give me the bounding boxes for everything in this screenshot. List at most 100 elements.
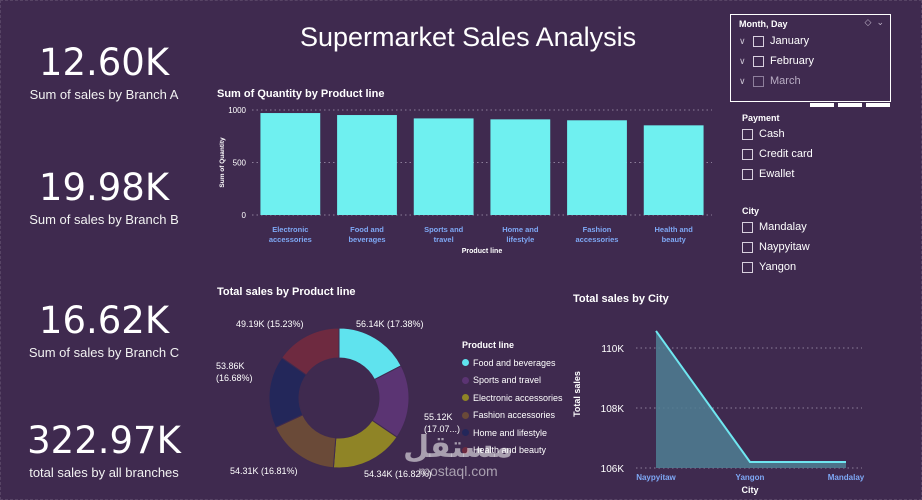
slicer-header: Month, Day: [739, 19, 788, 29]
checkbox[interactable]: [742, 128, 753, 140]
kpi-card-branch-a[interactable]: 12.60K Sum of sales by Branch A: [14, 41, 194, 103]
bar-3: [413, 118, 474, 215]
checkbox[interactable]: [753, 55, 764, 67]
legend-item-fashion-accessories[interactable]: Fashion accessories: [462, 407, 563, 425]
scroll-tab[interactable]: [810, 103, 834, 107]
legend-dot: [462, 411, 469, 419]
city-option-mandalay[interactable]: Mandalay: [742, 221, 807, 233]
option-label: Cash: [759, 128, 785, 140]
x-tick-label: beverages: [348, 235, 385, 244]
data-label: (17.07...): [424, 424, 460, 434]
kpi-value: 19.98K: [38, 166, 170, 209]
x-axis-label: City: [741, 485, 758, 495]
x-tick-label: Electronic: [272, 225, 308, 234]
option-label: Credit card: [759, 148, 813, 160]
legend-item-health-and-beauty[interactable]: Health and beauty: [462, 442, 563, 460]
kpi-card-branch-b[interactable]: 19.98K Sum of sales by Branch B: [14, 166, 194, 228]
y-tick-label: 106K: [601, 464, 625, 475]
chevron-down-icon[interactable]: ∨: [739, 55, 746, 66]
data-label: (16.68%): [216, 373, 253, 383]
bar-1: [260, 113, 321, 215]
legend-item-home-and-lifestyle[interactable]: Home and lifestyle: [462, 424, 563, 442]
kpi-value: 12.60K: [38, 41, 170, 84]
slicer-item-february[interactable]: ∨ February: [739, 55, 814, 67]
legend-item-food-and-beverages[interactable]: Food and beverages: [462, 354, 563, 372]
month-day-slicer[interactable]: Month, Day ◇ ⌄ ∨ January ∨ February ∨ Ma…: [730, 14, 891, 102]
x-tick-label: Health and: [654, 225, 693, 234]
payment-option-credit-card[interactable]: Credit card: [742, 148, 813, 160]
kpi-label: Sum of sales by Branch B: [29, 212, 179, 227]
kpi-value: 322.97K: [27, 419, 181, 462]
option-label: Naypyitaw: [759, 241, 810, 253]
x-tick-label: accessories: [269, 235, 312, 244]
kpi-card-branch-c[interactable]: 16.62K Sum of sales by Branch C: [14, 299, 194, 361]
y-axis-label: Total sales: [572, 371, 582, 417]
chevron-down-icon[interactable]: ⌄: [876, 17, 884, 27]
checkbox[interactable]: [753, 75, 764, 87]
checkbox[interactable]: [742, 168, 753, 180]
area-line: [655, 330, 847, 464]
city-option-yangon[interactable]: Yangon: [742, 261, 796, 273]
kpi-value: 16.62K: [38, 299, 170, 342]
slicer-item-january[interactable]: ∨ January: [739, 35, 809, 47]
y-tick-label: 0: [242, 211, 247, 220]
data-label: 54.34K (16.82%): [364, 469, 432, 479]
data-label: 53.86K: [216, 361, 245, 371]
y-tick-label: 1000: [228, 106, 246, 115]
legend-label: Electronic accessories: [473, 392, 563, 403]
legend-title: Product line: [462, 340, 515, 350]
slicer-item-label: February: [770, 55, 815, 67]
chevron-down-icon[interactable]: ∨: [739, 75, 746, 86]
kpi-label: total sales by all branches: [29, 465, 179, 480]
donut-legend: Product line Food and beverages Sports a…: [462, 340, 563, 459]
legend-label: Fashion accessories: [473, 410, 556, 421]
legend-dot: [462, 429, 469, 437]
legend-label: Food and beverages: [473, 357, 556, 368]
city-slicer-title: City: [742, 206, 760, 216]
y-tick-label: 500: [233, 159, 247, 168]
checkbox[interactable]: [742, 261, 753, 273]
x-axis-label: Product line: [462, 248, 503, 255]
legend-dot: [462, 446, 469, 454]
slicer-item-march[interactable]: ∨ March: [739, 75, 801, 87]
x-tick-label: accessories: [576, 235, 619, 244]
option-label: Yangon: [759, 261, 797, 273]
kpi-card-total[interactable]: 322.97K total sales by all branches: [14, 419, 194, 481]
bar-2: [337, 115, 397, 215]
eraser-icon[interactable]: ◇: [864, 17, 872, 27]
checkbox[interactable]: [742, 221, 753, 233]
legend-label: Home and lifestyle: [473, 427, 548, 438]
y-axis-label: Sum of Quantity: [219, 137, 226, 188]
checkbox[interactable]: [753, 35, 764, 47]
data-label: 54.31K (16.81%): [230, 466, 298, 476]
city-option-naypyitaw[interactable]: Naypyitaw: [742, 241, 810, 253]
x-tick-label: Naypyitaw: [636, 473, 676, 482]
payment-option-cash[interactable]: Cash: [742, 128, 785, 140]
checkbox[interactable]: [742, 241, 753, 253]
x-tick-label: beauty: [662, 235, 687, 244]
x-tick-label: travel: [434, 235, 454, 244]
y-tick-label: 108K: [601, 404, 625, 415]
bar-6: [643, 125, 704, 215]
bar-chart-title: Sum of Quantity by Product line: [217, 88, 385, 100]
payment-option-ewallet[interactable]: Ewallet: [742, 168, 794, 180]
bar-4: [490, 119, 551, 215]
area-chart-title: Total sales by City: [573, 293, 669, 305]
area-chart-sales-by-city[interactable]: 106K 108K 110K Naypyitaw Yangon Mandalay City T…: [566, 310, 866, 496]
payment-slicer-title: Payment: [742, 113, 780, 123]
kpi-label: Sum of sales by Branch A: [29, 87, 179, 102]
legend-item-electronic-accessories[interactable]: Electronic accessories: [462, 389, 563, 407]
slicer-scrollbar[interactable]: [810, 103, 890, 107]
scroll-tab[interactable]: [838, 103, 862, 107]
data-label: 55.12K: [424, 412, 453, 422]
legend-label: Sports and travel: [473, 375, 542, 386]
scroll-tab[interactable]: [866, 103, 890, 107]
chevron-down-icon[interactable]: ∨: [739, 35, 746, 46]
x-tick-label: Fashion: [583, 225, 612, 234]
x-tick-label: Mandalay: [828, 473, 865, 482]
legend-dot: [462, 359, 469, 367]
legend-item-sports-and-travel[interactable]: Sports and travel: [462, 372, 563, 390]
checkbox[interactable]: [742, 148, 753, 160]
donut-chart-sales-by-product-line[interactable]: 56.14K (17.38%) 55.12K (17.07...) 54.34K (1…: [200, 300, 462, 490]
